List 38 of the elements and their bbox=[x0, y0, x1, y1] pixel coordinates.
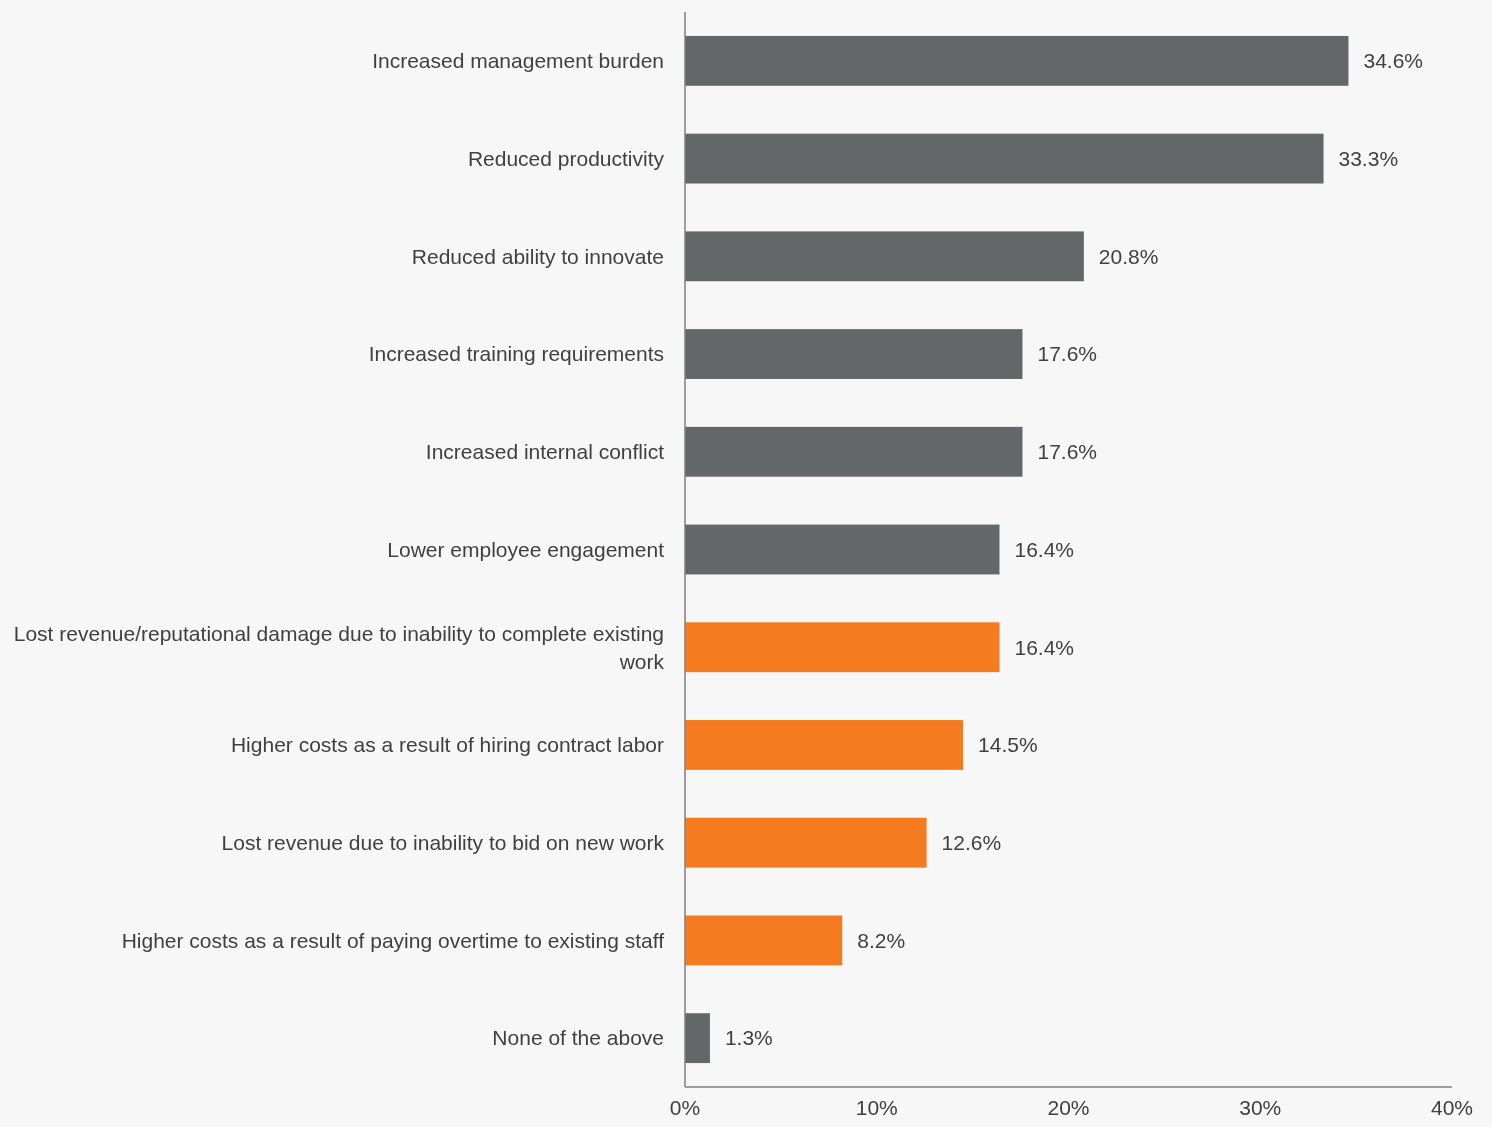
x-tick-label: 20% bbox=[1047, 1096, 1090, 1119]
data-label: 34.6% bbox=[1363, 49, 1423, 73]
x-tick-label: 30% bbox=[1239, 1096, 1282, 1119]
x-tick-label: 40% bbox=[1430, 1096, 1474, 1119]
y-tick-label: Lost revenue/reputational damage due to inability to complete existing work bbox=[13, 621, 665, 673]
bar bbox=[685, 133, 1324, 184]
data-label: 16.4% bbox=[1014, 635, 1075, 659]
x-tick-label: 10% bbox=[855, 1096, 898, 1119]
data-label: 1.3% bbox=[724, 1026, 773, 1050]
bar bbox=[685, 1013, 710, 1064]
x-tick-label: 0% bbox=[669, 1096, 701, 1119]
y-tick-label: Increased management burden bbox=[372, 49, 664, 73]
bar bbox=[685, 817, 927, 868]
data-label: 17.6% bbox=[1037, 440, 1098, 464]
data-label: 12.6% bbox=[941, 831, 1002, 855]
bar bbox=[685, 231, 1084, 282]
y-tick-label: Higher costs as a result of hiring contract labor bbox=[230, 733, 664, 757]
bar bbox=[685, 329, 1023, 379]
data-label: 16.4% bbox=[1014, 537, 1075, 561]
y-tick-label: Lower employee engagement bbox=[387, 537, 665, 561]
bar bbox=[685, 35, 1349, 86]
data-label: 17.6% bbox=[1037, 342, 1098, 366]
bar bbox=[685, 720, 964, 770]
y-tick-label: Reduced productivity bbox=[467, 146, 665, 170]
data-label: 8.2% bbox=[857, 928, 906, 952]
data-label: 20.8% bbox=[1098, 244, 1159, 268]
y-tick-label: Increased training requirements bbox=[368, 342, 664, 366]
y-tick-label: Reduced ability to innovate bbox=[411, 244, 664, 268]
bar bbox=[685, 524, 1000, 575]
bar bbox=[685, 622, 1000, 673]
y-tick-label: Lost revenue due to inability to bid on new work bbox=[221, 831, 665, 855]
y-tick-label: Increased internal conflict bbox=[425, 440, 665, 464]
data-label: 14.5% bbox=[978, 733, 1038, 757]
bar bbox=[685, 426, 1023, 477]
y-tick-label: Higher costs as a result of paying overtime to existing staff bbox=[121, 928, 665, 952]
data-label: 33.3% bbox=[1338, 146, 1399, 170]
y-tick-label: None of the above bbox=[492, 1026, 664, 1050]
bar bbox=[685, 915, 843, 966]
